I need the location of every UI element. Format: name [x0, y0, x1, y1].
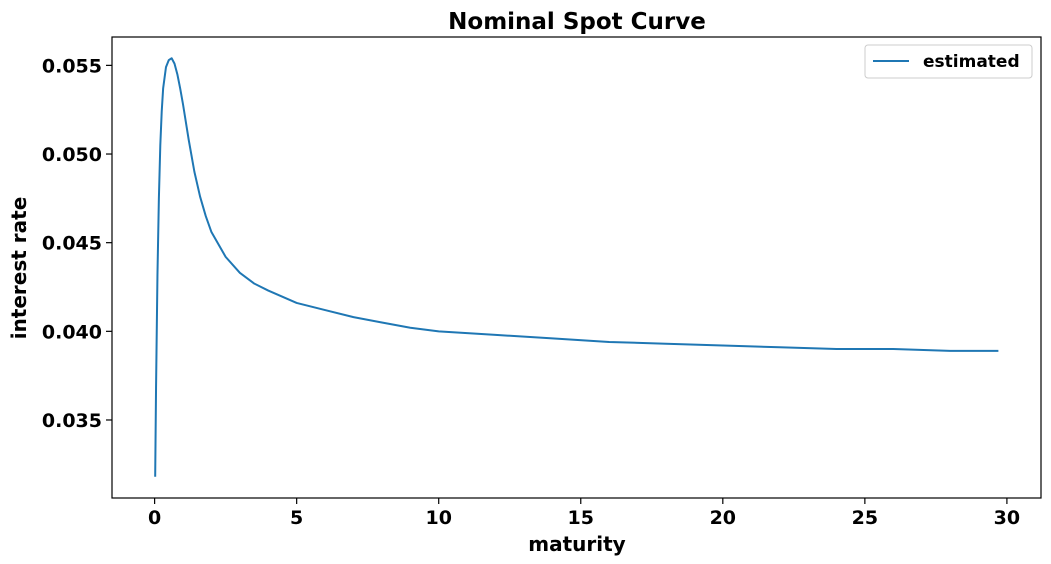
x-tick-label: 5: [290, 507, 303, 529]
x-tick-label: 25: [852, 507, 878, 529]
x-tick-label: 10: [425, 507, 451, 529]
y-tick-label: 0.045: [42, 233, 102, 255]
x-tick-label: 0: [148, 507, 161, 529]
legend: estimated: [864, 44, 1033, 79]
y-tick-label: 0.040: [42, 321, 102, 343]
plot-frame: [111, 36, 1042, 499]
chart-title: Nominal Spot Curve: [448, 9, 706, 35]
x-tick-label: 15: [568, 507, 594, 529]
legend-box: [864, 44, 1033, 79]
x-axis-ticks: 0 5 10 15 20 25 30: [148, 498, 1020, 529]
x-axis-title: maturity: [528, 532, 625, 556]
y-tick-label: 0.055: [42, 55, 102, 77]
y-tick-label: 0.035: [42, 410, 102, 432]
series-layer: [154, 57, 999, 477]
x-tick-label: 20: [710, 507, 736, 529]
legend-label: estimated: [923, 52, 1020, 72]
series-line-estimated: [154, 57, 999, 477]
y-tick-label: 0.050: [42, 144, 102, 166]
y-axis-title: interest rate: [7, 197, 31, 340]
y-axis-ticks: 0.035 0.040 0.045 0.050 0.055: [42, 55, 112, 432]
plot-area: 0 5 10 15 20 25 30 0.035 0.040 0.045 0.050 0.055: [42, 36, 1042, 529]
x-tick-label: 30: [994, 507, 1020, 529]
